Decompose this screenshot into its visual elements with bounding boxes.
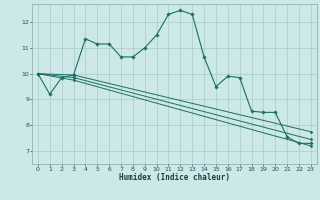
X-axis label: Humidex (Indice chaleur): Humidex (Indice chaleur) <box>119 173 230 182</box>
